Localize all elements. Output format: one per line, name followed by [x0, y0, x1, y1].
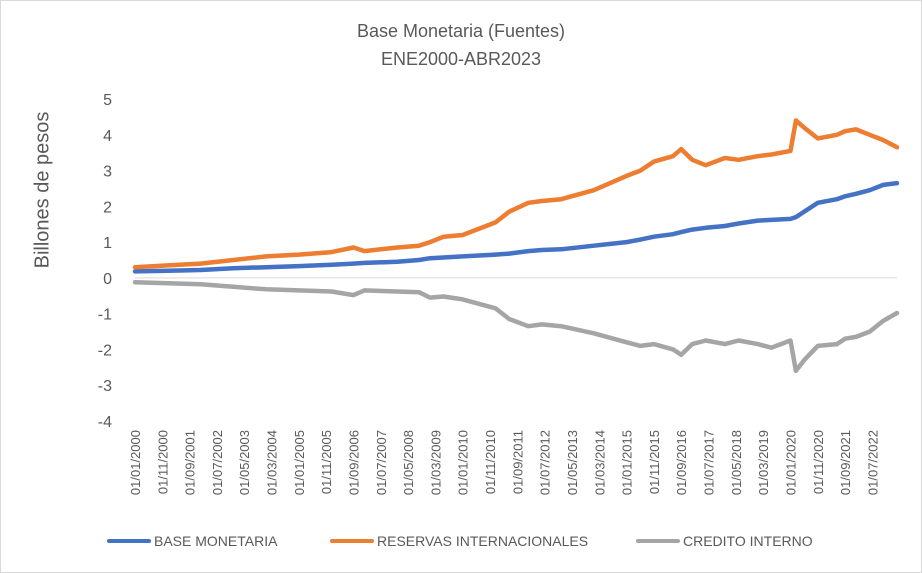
y-tick-label: 2	[103, 199, 112, 216]
legend-item: RESERVAS INTERNACIONALES	[330, 533, 588, 549]
series-line	[132, 180, 900, 274]
y-tick-label: 4	[103, 128, 112, 145]
chart-title: Base Monetaria (Fuentes)	[356, 21, 566, 41]
series-line	[132, 118, 900, 270]
x-tick-label: 01/07/2022	[865, 430, 880, 495]
x-tick-label: 01/07/2007	[374, 430, 389, 495]
legend-item: BASE MONETARIA	[107, 533, 277, 549]
y-tick-label: 1	[103, 235, 112, 252]
x-tick-label: 01/09/2021	[838, 430, 853, 495]
x-tick-label: 01/11/2010	[483, 430, 498, 494]
legend-swatch	[330, 539, 374, 543]
y-tick-label: -1	[98, 307, 112, 324]
x-tick-label: 01/01/2005	[292, 430, 307, 495]
x-tick-label: 01/01/2020	[784, 430, 799, 495]
x-tick-label: 01/09/2001	[183, 430, 198, 495]
x-tick-label: 01/07/2002	[210, 430, 225, 495]
x-tick-label: 01/07/2012	[538, 430, 553, 495]
x-tick-label: 01/03/2009	[428, 430, 443, 495]
chart-subtitle: ENE2000-ABR2023	[380, 49, 542, 69]
legend-label: RESERVAS INTERNACIONALES	[377, 533, 589, 549]
y-tick-label: -4	[98, 414, 112, 431]
x-tick-label: 01/09/2006	[347, 430, 362, 495]
legend-label: CREDITO INTERNO	[683, 533, 813, 549]
x-tick-label: 01/01/2010	[456, 430, 471, 495]
y-tick-label: -2	[98, 342, 112, 359]
x-tick-label: 01/07/2017	[702, 430, 717, 495]
y-tick-label: 3	[103, 164, 112, 181]
legend-swatch	[107, 539, 151, 543]
x-tick-label: 01/01/2015	[620, 430, 635, 495]
series-line	[132, 279, 900, 374]
y-tick-label: 5	[103, 92, 112, 109]
legend-item: CREDITO INTERNO	[636, 533, 813, 549]
x-tick-label: 01/09/2016	[674, 430, 689, 495]
x-tick-label: 01/05/2008	[401, 430, 416, 495]
x-tick-label: 01/05/2013	[565, 430, 580, 495]
y-tick-label: 0	[103, 271, 112, 288]
legend: BASE MONETARIA RESERVAS INTERNACIONALES CR…	[0, 533, 922, 553]
x-tick-label: 01/03/2019	[756, 430, 771, 495]
x-tick-label: 01/11/2020	[811, 430, 826, 494]
x-tick-label: 01/11/2005	[319, 430, 334, 494]
x-tick-label: 01/05/2018	[729, 430, 744, 495]
legend-label: BASE MONETARIA	[154, 533, 278, 549]
y-tick-label: -3	[98, 378, 112, 395]
legend-swatch	[636, 539, 680, 543]
x-tick-label: 01/03/2014	[592, 430, 607, 495]
x-tick-label: 01/11/2000	[155, 430, 170, 494]
x-tick-label: 01/09/2011	[510, 430, 525, 494]
x-tick-label: 01/11/2015	[647, 430, 662, 494]
x-tick-label: 01/03/2004	[265, 430, 280, 495]
x-tick-label: 01/05/2003	[237, 430, 252, 495]
x-tick-label: 01/01/2000	[128, 430, 143, 495]
